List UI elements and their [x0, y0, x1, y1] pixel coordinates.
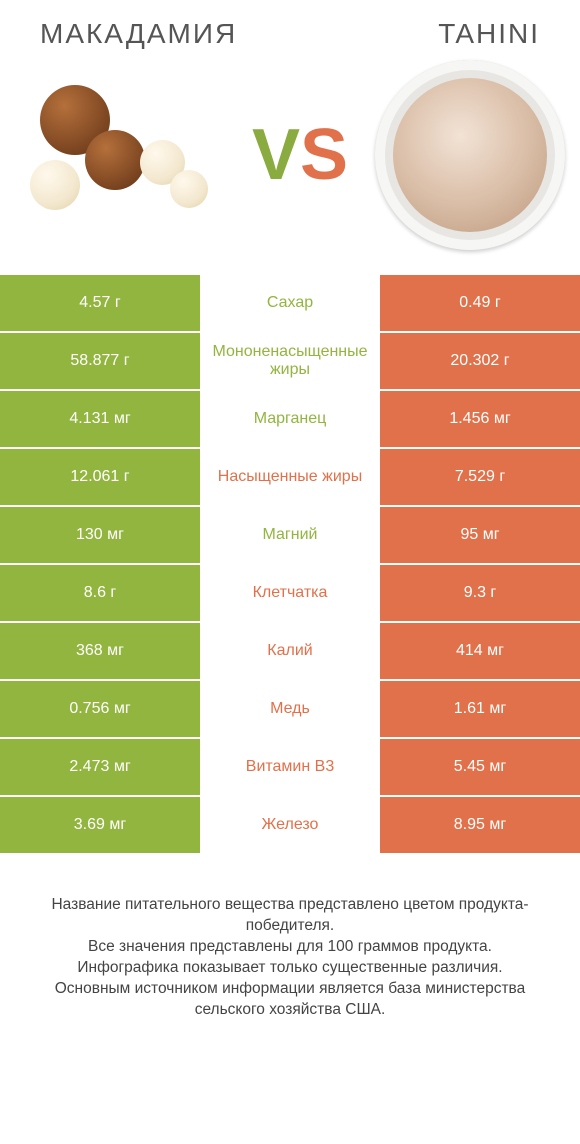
footer-line: Инфографика показывает только существенн… [20, 958, 560, 979]
table-row: 58.877 гМононенасыщенные жиры20.302 г [0, 333, 580, 389]
comparison-table: 4.57 гСахар0.49 г58.877 гМононенасыщенны… [0, 275, 580, 853]
cell-nutrient-label: Витамин B3 [200, 739, 380, 795]
cell-right-value: 8.95 мг [380, 797, 580, 853]
cell-right-value: 1.61 мг [380, 681, 580, 737]
table-row: 0.756 мгМедь1.61 мг [0, 681, 580, 737]
table-row: 3.69 мгЖелезо8.95 мг [0, 797, 580, 853]
cell-nutrient-label: Мононенасыщенные жиры [200, 333, 380, 389]
table-row: 368 мгКалий414 мг [0, 623, 580, 679]
cell-right-value: 0.49 г [380, 275, 580, 331]
footer-line: Все значения представлены для 100 граммо… [20, 937, 560, 958]
tahini-icon [375, 60, 565, 250]
table-row: 4.57 гСахар0.49 г [0, 275, 580, 331]
cell-left-value: 0.756 мг [0, 681, 200, 737]
cell-nutrient-label: Магний [200, 507, 380, 563]
hero-row: VS [0, 50, 580, 275]
cell-nutrient-label: Сахар [200, 275, 380, 331]
macadamia-icon [30, 85, 230, 225]
cell-nutrient-label: Клетчатка [200, 565, 380, 621]
cell-left-value: 4.57 г [0, 275, 200, 331]
cell-right-value: 9.3 г [380, 565, 580, 621]
cell-left-value: 8.6 г [0, 565, 200, 621]
table-row: 12.061 гНасыщенные жиры7.529 г [0, 449, 580, 505]
cell-left-value: 2.473 мг [0, 739, 200, 795]
vs-s: S [300, 115, 348, 195]
table-row: 8.6 гКлетчатка9.3 г [0, 565, 580, 621]
footer-line: Основным источником информации является … [20, 979, 560, 1021]
vs-v: V [252, 115, 300, 195]
cell-right-value: 95 мг [380, 507, 580, 563]
cell-nutrient-label: Насыщенные жиры [200, 449, 380, 505]
cell-nutrient-label: Медь [200, 681, 380, 737]
cell-right-value: 20.302 г [380, 333, 580, 389]
title-left: МАКАДАМИЯ [40, 18, 237, 50]
cell-right-value: 1.456 мг [380, 391, 580, 447]
title-right: TAHINI [438, 18, 540, 50]
cell-left-value: 58.877 г [0, 333, 200, 389]
footer-line: Название питательного вещества представл… [20, 895, 560, 937]
table-row: 2.473 мгВитамин B35.45 мг [0, 739, 580, 795]
vs-label: VS [230, 119, 370, 191]
cell-right-value: 414 мг [380, 623, 580, 679]
cell-left-value: 130 мг [0, 507, 200, 563]
footer-note: Название питательного вещества представл… [0, 855, 580, 1021]
table-row: 130 мгМагний95 мг [0, 507, 580, 563]
table-row: 4.131 мгМарганец1.456 мг [0, 391, 580, 447]
product-right-image [370, 60, 570, 250]
cell-nutrient-label: Марганец [200, 391, 380, 447]
cell-right-value: 5.45 мг [380, 739, 580, 795]
cell-left-value: 4.131 мг [0, 391, 200, 447]
cell-right-value: 7.529 г [380, 449, 580, 505]
infographic-wrapper: МАКАДАМИЯ TAHINI VS 4.57 гСахар0.49 г58.… [0, 0, 580, 1021]
header: МАКАДАМИЯ TAHINI [0, 0, 580, 50]
cell-nutrient-label: Железо [200, 797, 380, 853]
cell-nutrient-label: Калий [200, 623, 380, 679]
cell-left-value: 12.061 г [0, 449, 200, 505]
cell-left-value: 368 мг [0, 623, 200, 679]
cell-left-value: 3.69 мг [0, 797, 200, 853]
product-left-image [30, 85, 230, 225]
